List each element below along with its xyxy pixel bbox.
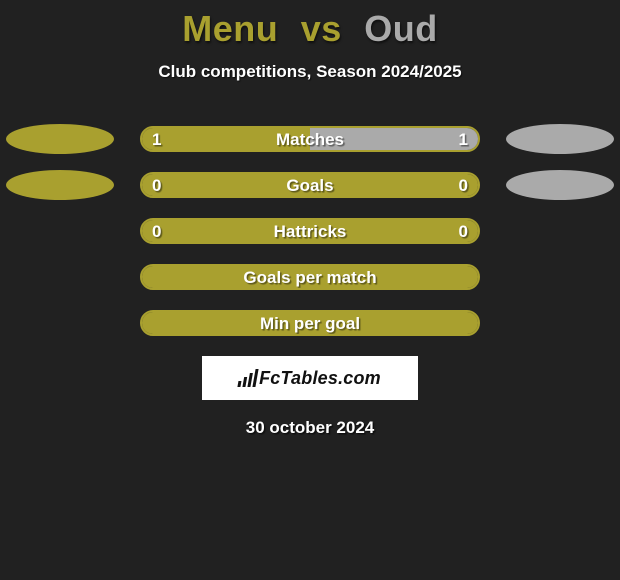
logo: FcTables.com — [239, 368, 381, 389]
stat-fill-right — [310, 128, 478, 150]
logo-bars-icon — [238, 369, 259, 387]
stat-row: 00Goals — [0, 172, 620, 198]
stat-row: 11Matches — [0, 126, 620, 152]
stat-bar: Min per goal — [140, 310, 480, 336]
logo-text: FcTables.com — [259, 368, 381, 389]
stat-row: 00Hattricks — [0, 218, 620, 244]
stat-row: Min per goal — [0, 310, 620, 336]
stat-rows: 11Matches00Goals00HattricksGoals per mat… — [0, 126, 620, 336]
stat-fill-left — [142, 128, 310, 150]
title-player1: Menu — [182, 8, 278, 49]
stat-value-right: 1 — [459, 128, 468, 152]
logo-box: FcTables.com — [202, 356, 418, 400]
logo-bar — [253, 369, 259, 387]
date-label: 30 october 2024 — [0, 418, 620, 438]
subtitle: Club competitions, Season 2024/2025 — [0, 62, 620, 82]
stat-bar: Goals per match — [140, 264, 480, 290]
stat-bar: 00Hattricks — [140, 218, 480, 244]
player2-ellipse-icon — [506, 124, 614, 154]
stat-value-right: 0 — [459, 220, 468, 244]
title-player2: Oud — [364, 8, 437, 49]
stat-bar: 11Matches — [140, 126, 480, 152]
player1-ellipse-icon — [6, 124, 114, 154]
stat-fill-left — [142, 312, 478, 334]
logo-bar — [238, 381, 242, 387]
stat-value-left: 0 — [152, 174, 161, 198]
player2-ellipse-icon — [506, 170, 614, 200]
player1-ellipse-icon — [6, 170, 114, 200]
stat-value-left: 0 — [152, 220, 161, 244]
comparison-title: Menu vs Oud — [0, 0, 620, 50]
stat-row: Goals per match — [0, 264, 620, 290]
stat-fill-left — [142, 220, 478, 242]
title-vs: vs — [301, 8, 342, 49]
stat-fill-left — [142, 266, 478, 288]
stat-bar: 00Goals — [140, 172, 480, 198]
stat-fill-left — [142, 174, 478, 196]
stat-value-right: 0 — [459, 174, 468, 198]
stat-value-left: 1 — [152, 128, 161, 152]
